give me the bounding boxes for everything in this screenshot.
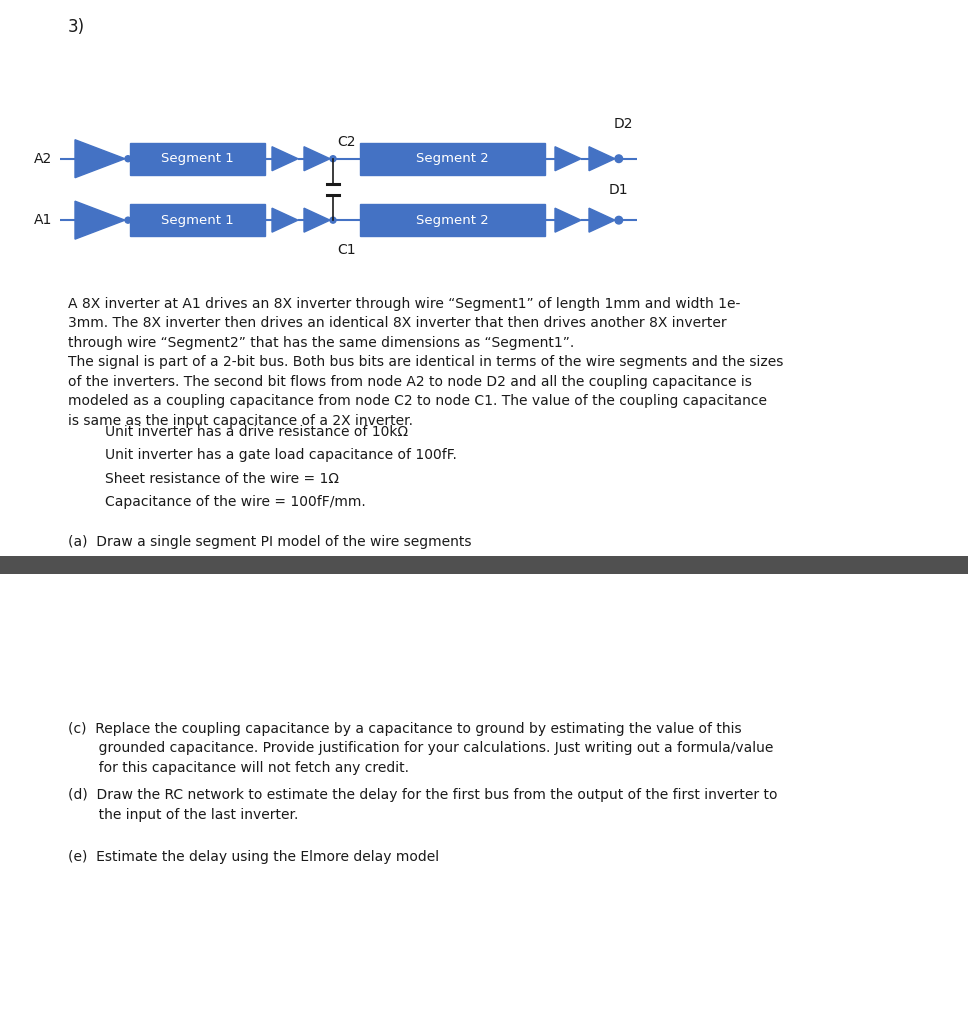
Text: C1: C1 [337,243,355,257]
Circle shape [330,217,336,223]
FancyBboxPatch shape [130,142,265,175]
Text: (e)  Estimate the delay using the Elmore delay model: (e) Estimate the delay using the Elmore … [68,850,439,864]
Circle shape [125,217,131,223]
Text: (d)  Draw the RC network to estimate the delay for the first bus from the output: (d) Draw the RC network to estimate the … [68,788,777,822]
Polygon shape [304,208,330,232]
Text: Sheet resistance of the wire = 1Ω: Sheet resistance of the wire = 1Ω [105,472,339,486]
Text: Segment 1: Segment 1 [161,214,234,226]
Text: D2: D2 [614,117,633,131]
Text: Unit inverter has a gate load capacitance of 100fF.: Unit inverter has a gate load capacitanc… [105,449,457,463]
Text: D1: D1 [609,183,628,198]
Text: Unit inverter has a drive resistance of 10kΩ: Unit inverter has a drive resistance of … [105,425,408,439]
Text: A2: A2 [34,152,52,166]
Text: A1: A1 [34,213,52,227]
Polygon shape [75,201,125,240]
Text: Segment 2: Segment 2 [416,153,489,165]
Text: (c)  Replace the coupling capacitance by a capacitance to ground by estimating t: (c) Replace the coupling capacitance by … [68,722,773,775]
Bar [0,556,968,574]
Polygon shape [304,146,330,171]
Polygon shape [589,146,615,171]
FancyBboxPatch shape [360,142,545,175]
Circle shape [615,216,622,224]
Polygon shape [272,146,298,171]
Polygon shape [272,208,298,232]
FancyBboxPatch shape [360,204,545,237]
Text: C2: C2 [337,135,355,148]
Text: 3): 3) [68,18,85,36]
Text: Segment 1: Segment 1 [161,153,234,165]
Text: (a)  Draw a single segment PI model of the wire segments: (a) Draw a single segment PI model of th… [68,535,471,549]
Text: (b)  Estimate the driver resistance and loading of an 8X inverter.: (b) Estimate the driver resistance and l… [68,557,517,571]
Polygon shape [589,208,615,232]
Text: Capacitance of the wire = 100fF/mm.: Capacitance of the wire = 100fF/mm. [105,496,366,510]
Circle shape [615,155,622,163]
Circle shape [330,156,336,162]
Polygon shape [555,146,581,171]
Polygon shape [555,208,581,232]
Text: A 8X inverter at A1 drives an 8X inverter through wire “Segment1” of length 1mm : A 8X inverter at A1 drives an 8X inverte… [68,297,783,428]
Text: Segment 2: Segment 2 [416,214,489,226]
Polygon shape [75,139,125,178]
Circle shape [125,156,131,162]
FancyBboxPatch shape [130,204,265,237]
